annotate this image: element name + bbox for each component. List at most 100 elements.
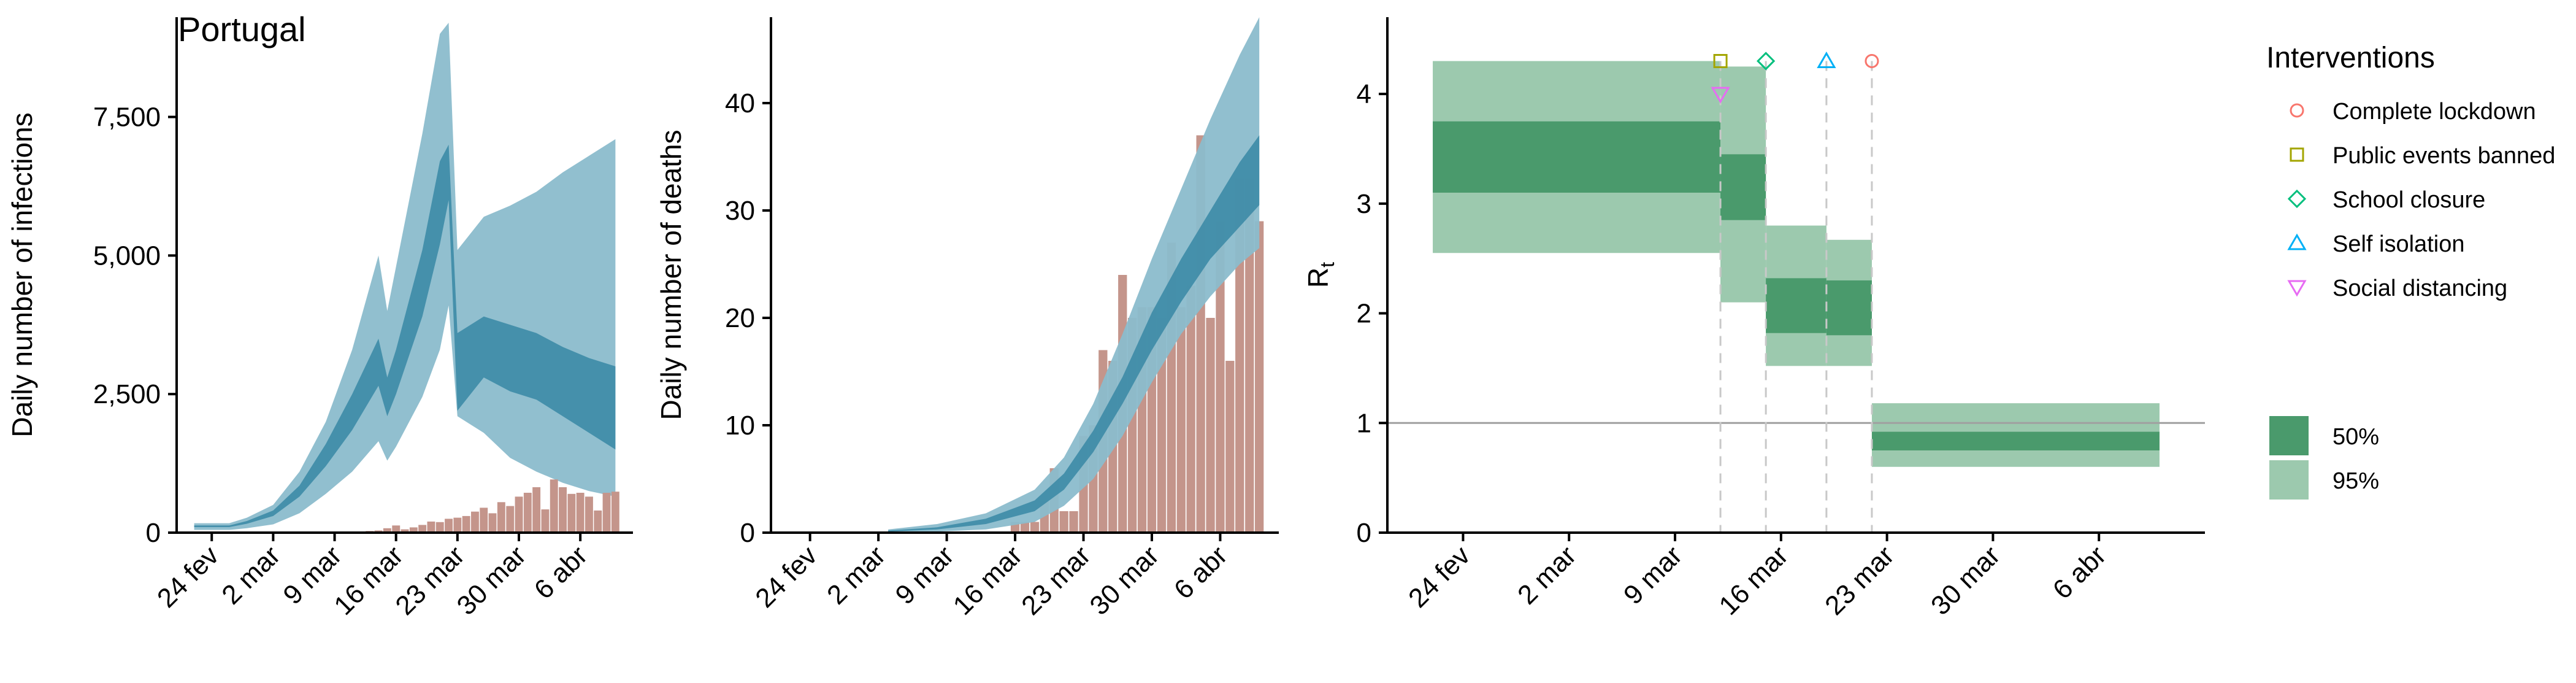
x-tick-label: 6 abr <box>2047 540 2112 605</box>
bar <box>1255 221 1264 533</box>
legend-label: Self isolation <box>2333 231 2464 257</box>
ci-50-band <box>194 144 616 527</box>
y-axis-label: Rt <box>1302 262 1338 288</box>
x-tick-label: 23 mar <box>1016 540 1096 620</box>
bar <box>1030 522 1040 533</box>
bar <box>1245 178 1254 533</box>
bar <box>567 493 576 533</box>
chart-title: Portugal <box>178 10 306 48</box>
y-tick-label: 10 <box>725 411 755 441</box>
y-tick-label: 0 <box>740 518 755 548</box>
bar <box>611 492 619 533</box>
x-tick-label: 6 abr <box>529 540 594 605</box>
ci-95-band <box>194 23 616 530</box>
x-tick-label: 9 mar <box>1618 540 1688 610</box>
x-tick-label: 30 mar <box>1925 540 2006 620</box>
y-axis-label: Daily number of infections <box>6 112 38 437</box>
legend-label: 50% <box>2333 424 2379 450</box>
legend-swatch <box>2269 460 2309 500</box>
y-tick-label: 0 <box>146 518 161 548</box>
bar <box>471 511 479 533</box>
bar <box>532 487 541 533</box>
bar <box>453 517 462 533</box>
x-tick-label: 30 mar <box>1084 540 1165 620</box>
bar <box>541 509 550 533</box>
bar <box>1176 307 1186 533</box>
legend-marker <box>2287 189 2307 209</box>
bar <box>1157 318 1167 533</box>
x-tick-label: 24 fev <box>1403 540 1476 613</box>
x-tick-label: 23 mar <box>389 540 470 620</box>
x-tick-label: 2 mar <box>216 540 286 610</box>
legend-title: Interventions <box>2266 42 2435 74</box>
x-tick-label: 2 mar <box>1512 540 1582 610</box>
rt-50-segment <box>1871 431 2160 450</box>
intervention-marker <box>1713 53 1728 68</box>
y-tick-label: 30 <box>725 196 755 226</box>
bar <box>435 522 444 533</box>
x-tick-label: 6 abr <box>1168 540 1233 605</box>
bar <box>515 496 523 533</box>
legend: Interventions Complete lockdown Public ev… <box>2266 42 2555 500</box>
y-axis-label: Daily number of deaths <box>655 129 687 420</box>
x-tick-label: 24 fev <box>749 540 822 613</box>
bar <box>506 506 515 533</box>
bar <box>602 493 611 533</box>
y-axis-label-subscript: t <box>1316 262 1338 268</box>
y-tick-label: 0 <box>1357 518 1371 548</box>
bar <box>1059 511 1068 533</box>
intervention-marker <box>1757 52 1776 71</box>
x-tick-label: 23 mar <box>1819 540 1899 620</box>
rt-panel: 0 1 2 3 4 24 fev 2 mar 9 mar 16 mar 23 mar 30 mar 6… <box>1302 17 2205 621</box>
bar <box>383 528 391 533</box>
bar <box>409 527 418 533</box>
y-tick-label: 7,500 <box>93 102 161 133</box>
legend-label: 95% <box>2333 468 2379 494</box>
rt-50-segment <box>1766 278 1827 333</box>
bar <box>401 529 409 533</box>
bar <box>445 519 453 533</box>
legend-marker <box>2290 103 2304 118</box>
legend-label: School closure <box>2333 187 2485 213</box>
x-tick-label: 2 mar <box>821 540 891 610</box>
bar <box>427 521 435 533</box>
legend-label: Social distancing <box>2333 276 2507 301</box>
bar <box>1216 221 1225 533</box>
x-tick-label: 24 fev <box>151 540 224 613</box>
bar <box>462 515 470 533</box>
x-tick-label: 30 mar <box>451 540 532 620</box>
bar <box>523 493 532 533</box>
y-tick-label: 1 <box>1357 408 1371 438</box>
legend-label: Public events banned <box>2333 143 2555 169</box>
x-tick-label: 16 mar <box>328 540 408 620</box>
x-tick-label: 16 mar <box>948 540 1028 620</box>
rt-50-segment <box>1826 280 1872 336</box>
legend-swatch <box>2269 416 2309 455</box>
intervention-marker <box>1865 53 1879 68</box>
legend-label: Complete lockdown <box>2333 99 2536 125</box>
y-tick-label: 4 <box>1357 79 1371 109</box>
bar <box>480 507 488 533</box>
bar <box>1235 178 1244 533</box>
legend-marker <box>2287 233 2307 250</box>
y-tick-label: 5,000 <box>93 241 161 271</box>
rt-50-segment <box>1720 154 1766 220</box>
bar <box>576 493 585 533</box>
y-tick-label: 20 <box>725 303 755 333</box>
y-tick-label: 2 <box>1357 299 1371 329</box>
bar <box>488 513 497 533</box>
y-tick-label: 3 <box>1357 189 1371 219</box>
rt-50-segment <box>1433 121 1721 193</box>
bar <box>1186 285 1195 533</box>
bar <box>550 479 558 533</box>
bar <box>1069 511 1078 533</box>
y-tick-label: 2,500 <box>93 379 161 409</box>
bar <box>418 525 427 533</box>
intervention-marker <box>1817 51 1836 68</box>
bar <box>392 525 401 533</box>
x-tick-label: 16 mar <box>1713 540 1793 620</box>
bar <box>1020 522 1030 533</box>
